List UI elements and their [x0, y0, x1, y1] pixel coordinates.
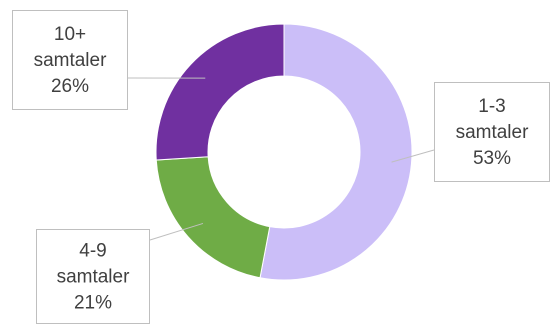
leader-line	[149, 222, 204, 241]
data-label-line: 21%	[74, 293, 112, 314]
data-label-line: samtaler	[34, 50, 108, 71]
data-label-1-3: 1-3 samtaler 53%	[391, 82, 550, 182]
callout-box	[12, 10, 128, 110]
leader-line	[391, 149, 435, 163]
donut-slice-4-9	[155, 156, 271, 279]
data-label-line: 26%	[51, 76, 89, 97]
data-label-4-9: 4-9 samtaler 21%	[36, 222, 204, 324]
callout-box	[36, 229, 150, 324]
callout-box	[434, 82, 550, 182]
data-label-10-plus: 10+ samtaler 26%	[12, 10, 206, 110]
data-label-line: 53%	[473, 148, 511, 169]
data-label-line: samtaler	[57, 267, 131, 288]
data-label-line: 10+	[54, 24, 86, 45]
data-label-line: 1-3	[478, 96, 505, 117]
data-label-callouts: 1-3 samtaler 53% 4-9 samtaler 21% 10+ samtaler 2…	[12, 10, 550, 324]
donut-slice-1-3	[259, 23, 413, 281]
data-label-line: samtaler	[456, 122, 530, 143]
donut-slices	[155, 23, 413, 281]
data-label-line: 4-9	[79, 241, 106, 262]
donut-slice-10-plus	[155, 23, 285, 161]
